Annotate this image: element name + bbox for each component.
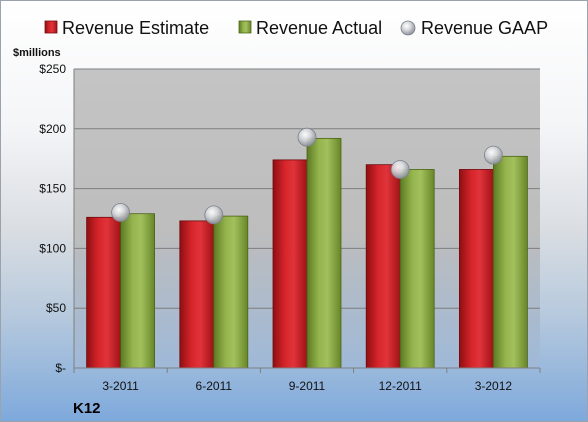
legend-label-revenue-estimate: Revenue Estimate bbox=[62, 18, 209, 38]
company-label: K12 bbox=[73, 400, 101, 417]
legend-label-revenue-actual: Revenue Actual bbox=[256, 18, 382, 38]
legend: Revenue Estimate Revenue Actual Revenue … bbox=[44, 18, 548, 38]
bar-revenue-estimate bbox=[86, 216, 121, 369]
marker-revenue-gaap bbox=[390, 160, 410, 179]
legend-swatch-revenue-actual bbox=[238, 20, 252, 34]
bar-revenue-estimate bbox=[365, 164, 401, 369]
legend-swatch-revenue-estimate bbox=[44, 20, 58, 34]
bar-revenue-actual bbox=[213, 215, 249, 369]
y-tick-label: $- bbox=[55, 361, 66, 375]
bar-revenue-actual bbox=[399, 169, 435, 369]
x-tick-label: 3-2012 bbox=[475, 379, 513, 393]
bar-revenue-actual bbox=[120, 213, 155, 369]
y-tick-label: $50 bbox=[46, 301, 66, 315]
y-tick-label: $250 bbox=[39, 62, 66, 76]
legend-label-revenue-gaap: Revenue GAAP bbox=[421, 18, 548, 38]
marker-revenue-gaap bbox=[111, 203, 130, 222]
legend-item-revenue-estimate: Revenue Estimate bbox=[44, 18, 209, 38]
marker-revenue-gaap bbox=[483, 145, 503, 165]
x-tick-label: 12-2011 bbox=[379, 379, 422, 393]
y-tick-label: $100 bbox=[39, 241, 66, 255]
x-tick-label: 6-2011 bbox=[196, 379, 233, 393]
bar-revenue-estimate bbox=[179, 220, 215, 369]
y-tick-label: $200 bbox=[39, 122, 66, 136]
legend-item-revenue-actual: Revenue Actual bbox=[238, 18, 382, 38]
legend-item-revenue-gaap: Revenue GAAP bbox=[400, 18, 548, 38]
bar-revenue-actual bbox=[306, 137, 342, 369]
x-tick-label: 9-2011 bbox=[289, 379, 326, 393]
bar-revenue-estimate bbox=[458, 169, 494, 369]
x-tick-label: 3-2011 bbox=[102, 379, 139, 393]
legend-swatch-revenue-gaap bbox=[400, 20, 416, 36]
marker-revenue-gaap bbox=[297, 127, 317, 147]
y-tick-label: $150 bbox=[39, 182, 66, 196]
bar-revenue-estimate bbox=[272, 159, 308, 369]
bar-revenue-actual bbox=[492, 155, 528, 369]
y-axis-unit-label: $millions bbox=[13, 47, 61, 59]
marker-revenue-gaap bbox=[204, 205, 224, 225]
